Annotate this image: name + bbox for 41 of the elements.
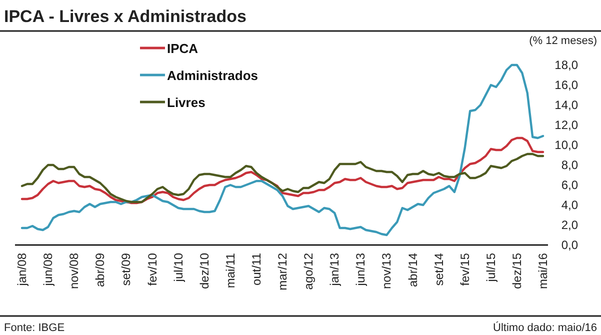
x-tick-label: jul/10	[171, 252, 186, 283]
y-tick-label: 16,0	[554, 78, 578, 92]
x-tick-label: dez/10	[197, 252, 212, 290]
x-tick-label: fev/10	[145, 252, 160, 286]
x-tick-label: jan/13	[328, 252, 342, 287]
line-series	[20, 136, 544, 204]
y-tick-label: 2,0	[561, 218, 578, 232]
x-tick-label: abr/14	[406, 252, 420, 288]
x-tick-label: abr/09	[93, 252, 108, 288]
x-tick-label: jul/15	[484, 252, 498, 283]
y-tick-label: 6,0	[561, 178, 578, 192]
y-tick-label: 8,0	[561, 158, 578, 172]
x-tick-label: set/14	[432, 252, 446, 286]
source-note: Fonte: IBGE	[4, 322, 65, 334]
x-tick-label: out/11	[249, 252, 264, 286]
y-tick-label: 14,0	[554, 98, 578, 112]
line-series	[20, 152, 544, 204]
y-tick-label: 18,0	[554, 58, 578, 72]
x-tick-label: dez/15	[510, 252, 524, 290]
y-tick-label: 12,0	[554, 118, 578, 132]
x-tick-label: nov/13	[380, 252, 394, 290]
y-tick-label: 4,0	[561, 198, 578, 212]
x-tick-label: mai/11	[223, 252, 238, 288]
legend-label: Livres	[167, 95, 206, 110]
x-tick-label: set/09	[119, 252, 134, 286]
chart-title: IPCA - Livres x Administrados	[4, 7, 246, 26]
x-tick-label: jan/08	[15, 252, 29, 287]
y-axis-title: (% 12 meses)	[529, 35, 597, 47]
x-tick-label: fev/15	[458, 252, 472, 286]
x-tick-label: jun/13	[354, 252, 368, 287]
x-tick-label: ago/12	[302, 252, 316, 290]
y-tick-label: 10,0	[554, 138, 578, 152]
legend-label: Administrados	[167, 68, 258, 83]
legend-label: IPCA	[167, 41, 199, 56]
x-tick-label: jun/08	[41, 252, 56, 287]
x-tick-label: mar/12	[276, 252, 290, 290]
y-tick-label: 0,0	[561, 238, 578, 252]
x-tick-label: mai/16	[536, 252, 550, 290]
line-series	[20, 64, 544, 236]
text: Último dado: maio/16	[493, 321, 597, 334]
x-tick-label: nov/08	[67, 252, 82, 290]
